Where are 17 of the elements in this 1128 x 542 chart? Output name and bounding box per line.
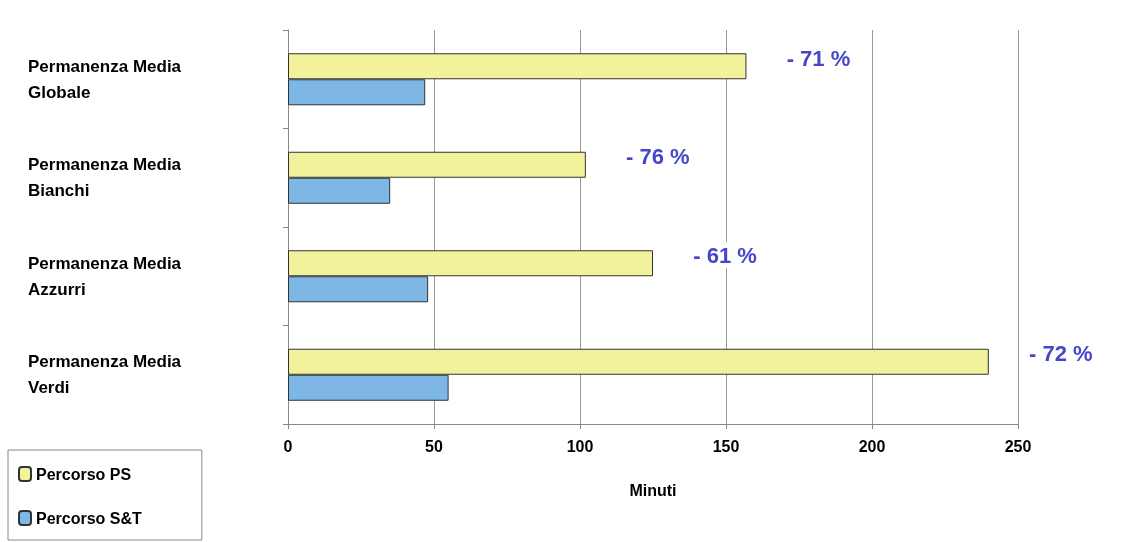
x-tick-label: 100 [566,437,594,455]
legend-label: Percorso S&T [36,509,143,527]
annotation: - 76 % [626,144,690,170]
annotation: - 61 % [693,242,757,268]
y-tick-label: Permanenza Media Globale [28,56,186,102]
x-tick-label: 150 [712,437,740,455]
y-tick-label: Permanenza Media Bianchi [28,155,186,201]
legend-label: Percorso PS [36,465,132,483]
x-axis-title: Minuti [629,481,677,499]
x-tick-label: 0 [283,437,293,455]
y-tick-label: Permanenza Media Azzurri [28,253,186,299]
y-tick-label: Permanenza Media Verdi [28,352,186,398]
x-tick-label: 50 [425,437,443,455]
x-tick-label: 250 [1004,437,1032,455]
annotation: - 71 % [786,45,851,71]
text: - 72 % [1029,341,1093,367]
x-tick-label: 200 [858,437,886,455]
